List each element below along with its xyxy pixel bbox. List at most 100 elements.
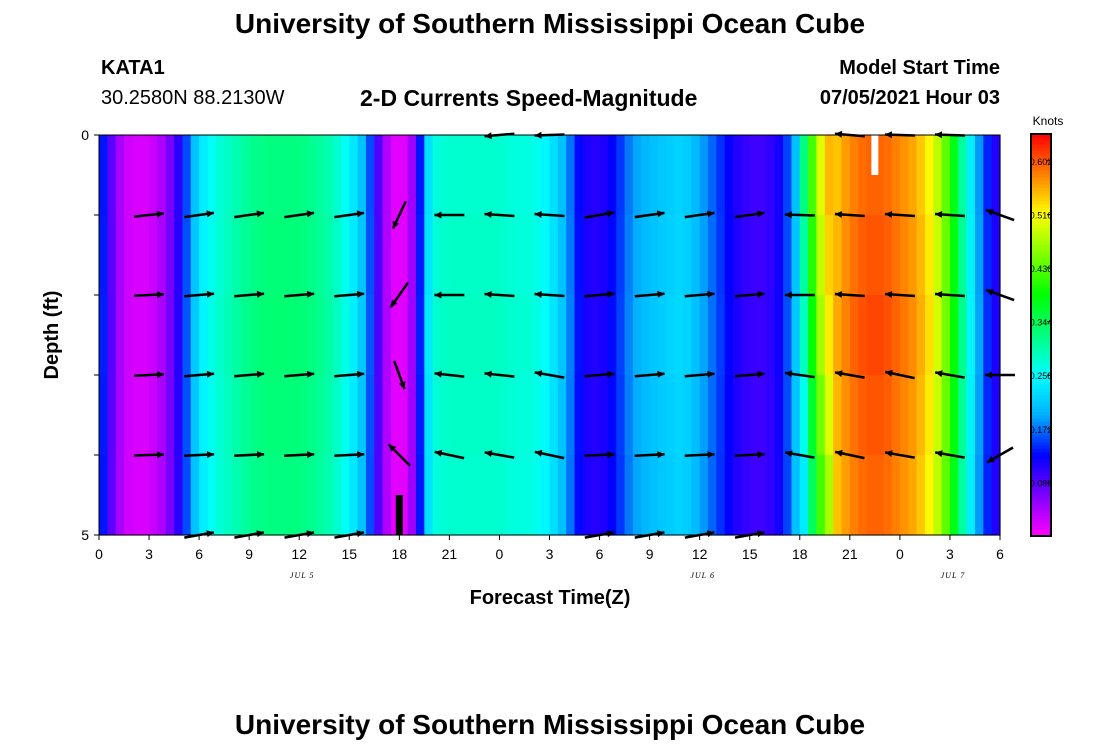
x-tick-label: 18: [792, 546, 808, 562]
heatmap-cell: [274, 375, 284, 456]
heatmap-cell: [774, 215, 784, 296]
heatmap-cell: [841, 295, 851, 376]
heatmap-cell: [232, 215, 242, 296]
heatmap-cell: [958, 215, 968, 296]
date-label: JUL 5: [290, 571, 315, 580]
heatmap-cell: [282, 215, 292, 296]
x-tick-label: 0: [95, 546, 103, 562]
current-vector-arrow: [334, 210, 365, 219]
heatmap-cell: [949, 295, 959, 376]
heatmap-cell: [783, 135, 793, 216]
heatmap-cell: [833, 375, 843, 456]
heatmap-cell: [165, 135, 175, 216]
arrow-head: [356, 370, 365, 378]
heatmap-cell: [491, 295, 501, 376]
heatmap-cell: [891, 215, 901, 296]
heatmap-cell: [507, 295, 517, 376]
heatmap-cell: [599, 135, 609, 216]
heatmap-cell: [199, 215, 209, 296]
arrow-head: [985, 371, 992, 379]
arrow-head: [306, 370, 315, 378]
heatmap-cell: [983, 295, 993, 376]
arrow-head: [484, 291, 492, 298]
heatmap-cell: [207, 215, 217, 296]
heatmap-cell: [816, 375, 826, 456]
arrow-head: [306, 290, 315, 298]
heatmap-cell: [249, 375, 259, 456]
heatmap-cell: [941, 375, 951, 456]
current-vector-arrow: [584, 210, 615, 219]
heatmap-cell: [908, 455, 918, 536]
heatmap-cell: [966, 455, 976, 536]
heatmap-cell: [357, 135, 367, 216]
top-title: University of Southern Mississippi Ocean…: [234, 8, 866, 39]
colorbar-segment: [1031, 442, 1051, 447]
date-label: JUL 6: [690, 571, 715, 580]
current-vector-arrow: [434, 449, 465, 460]
colorbar-segment: [1031, 224, 1051, 229]
heatmap-cell: [824, 455, 834, 536]
heatmap-cell: [224, 295, 234, 376]
heatmap-cell: [165, 375, 175, 456]
heatmap-cell: [224, 455, 234, 536]
heatmap-cell: [424, 215, 434, 296]
heatmap-cell: [557, 455, 567, 536]
x-tick-label: 15: [742, 546, 758, 562]
heatmap-cell: [941, 215, 951, 296]
colorbar-segment: [1031, 177, 1051, 182]
heatmap-cell: [849, 295, 859, 376]
current-vector-arrow: [634, 451, 665, 459]
current-vector-arrow: [334, 290, 365, 298]
heatmap-cell: [399, 295, 409, 376]
model-start-label: Model Start Time: [839, 57, 1000, 79]
heatmap-cell: [682, 135, 692, 216]
heatmap-cell: [958, 455, 968, 536]
heatmap-cell: [849, 215, 859, 296]
heatmap-cell: [491, 215, 501, 296]
heatmap-cell: [924, 455, 934, 536]
heatmap-cell: [616, 295, 626, 376]
heatmap-cell: [699, 455, 709, 536]
current-vector-arrow: [234, 290, 265, 298]
heatmap-cell: [441, 295, 450, 376]
current-vector-arrow: [184, 210, 215, 219]
arrow-head: [156, 371, 164, 379]
arrow-head: [935, 370, 943, 378]
current-vector-arrow: [284, 370, 315, 378]
heatmap-cell: [474, 295, 484, 376]
heatmap-cell: [190, 375, 200, 456]
heatmap-cell: [157, 215, 167, 296]
heatmap-cell: [324, 135, 334, 216]
colorbar-segment: [1031, 485, 1051, 490]
heatmap-cell: [749, 455, 759, 536]
arrow-head: [707, 451, 715, 459]
heatmap-cell: [290, 215, 300, 296]
heatmap-cell: [624, 295, 634, 376]
colorbar-segment: [1031, 351, 1051, 356]
colorbar-segment: [1031, 408, 1051, 413]
current-vector-arrow: [634, 370, 665, 378]
heatmap-cell: [357, 455, 367, 536]
heatmap-cell: [916, 215, 926, 296]
heatmap-cell: [507, 455, 517, 536]
heatmap-cell: [833, 455, 843, 536]
current-vector-arrow: [584, 370, 615, 378]
heatmap-cell: [382, 135, 392, 216]
heatmap-cell: [115, 375, 125, 456]
heatmap-cell: [499, 215, 509, 296]
heatmap-cell: [899, 295, 909, 376]
heatmap-cell: [783, 215, 793, 296]
colorbar-segment: [1031, 405, 1051, 410]
heatmap-cell: [499, 135, 509, 216]
colorbar-segment: [1031, 435, 1051, 440]
heatmap-cell: [974, 135, 984, 216]
heatmap-cell: [733, 295, 742, 376]
date-label: JUL 7: [941, 571, 966, 580]
heatmap-cell: [808, 295, 818, 376]
heatmap-cell: [215, 135, 225, 216]
heatmap-cell: [441, 455, 450, 536]
colorbar-tick-label: 0.086: [1030, 478, 1053, 488]
heatmap-cell: [541, 375, 551, 456]
colorbar-segment: [1031, 190, 1051, 195]
heatmap-cell: [749, 295, 759, 376]
